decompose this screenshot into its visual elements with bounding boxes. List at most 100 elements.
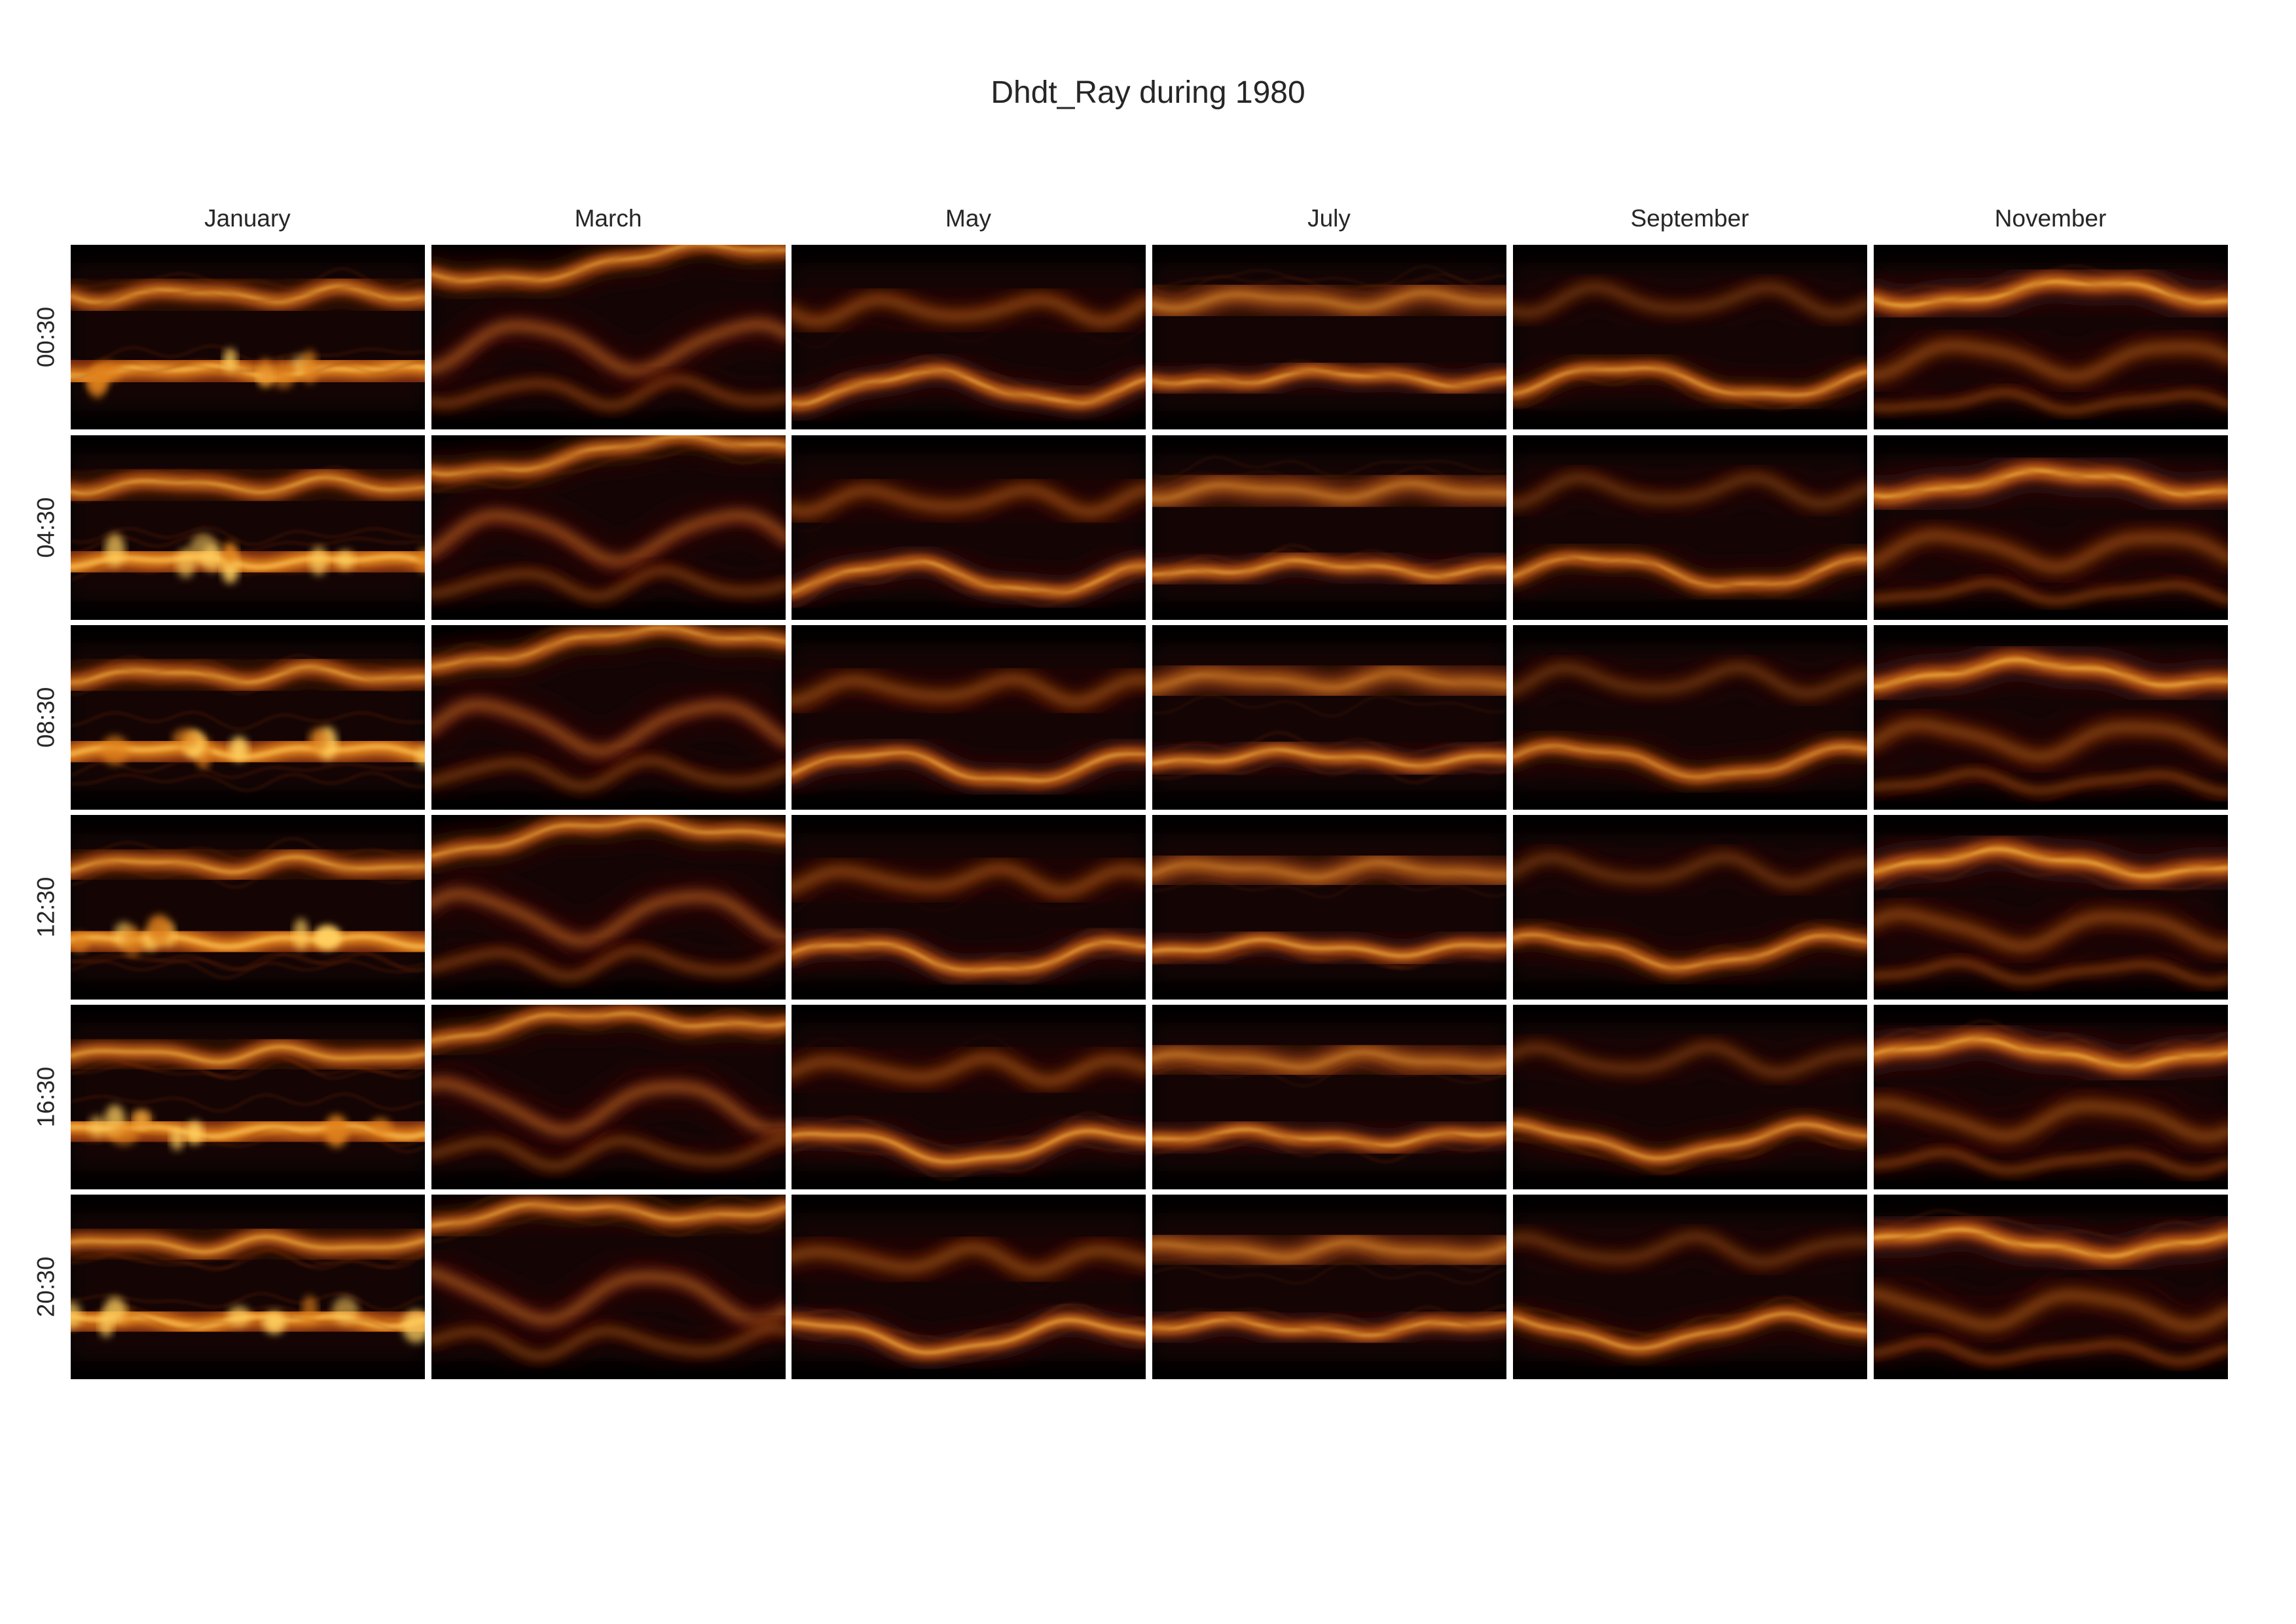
filament-wisp: [1152, 668, 1506, 691]
column-label-january: January: [204, 205, 291, 232]
heatmap-panel-november-0430: [1874, 435, 2228, 620]
filament-wisp: [1874, 668, 2228, 701]
hotspot-blob: [122, 926, 143, 957]
filament-wisp: [792, 1302, 1146, 1341]
heatmap-image: [1152, 815, 1506, 1000]
filament-wisp: [431, 247, 786, 292]
filament-wisp: [1152, 366, 1506, 388]
heatmap-image: [431, 815, 786, 1000]
filament-wisp: [431, 1123, 786, 1155]
filament-wisp: [1513, 282, 1867, 316]
heatmap-panel-november-0030: [1874, 245, 2228, 429]
filament-wisp: [431, 1280, 786, 1334]
filament-wisp: [1874, 577, 2228, 604]
filament-wisp: [71, 482, 425, 503]
filament-wisp: [431, 893, 786, 941]
filament-wisp: [431, 447, 786, 492]
filament-wisp: [1152, 1064, 1506, 1087]
filament-wisp: [1874, 920, 2228, 963]
filament-wisp: [792, 568, 1146, 608]
filament-wisp: [1152, 695, 1506, 717]
filament-wisp: [71, 1053, 425, 1077]
heatmap-panel-november-1230: [1874, 815, 2228, 1000]
filament-wisp: [1874, 378, 2228, 404]
filament-wisp: [792, 368, 1146, 407]
filament-wisp: [1874, 839, 2228, 873]
filament-wisp: [431, 1019, 786, 1056]
filament-wisp: [1513, 930, 1867, 971]
filament-wisp: [1513, 359, 1867, 394]
heatmap-image: [1152, 1005, 1506, 1189]
filament-wisp: [1152, 1139, 1506, 1163]
filament-wisp: [1874, 1231, 2228, 1263]
filament-wisp: [1513, 939, 1867, 980]
jet-band-layer: [431, 1135, 786, 1170]
heatmap-panel-july-0830: [1152, 625, 1506, 810]
filament-wisp: [1513, 842, 1867, 873]
filament-wisp: [1152, 945, 1506, 970]
column-label-may: May: [945, 205, 991, 232]
filament-wisp: [431, 1259, 786, 1312]
filament-wisp: [1874, 334, 2228, 371]
jet-band-layer: [792, 293, 1146, 328]
heatmap-image: [1513, 435, 1867, 620]
heatmap-image: [1874, 435, 2228, 620]
hotspot-blob: [302, 1295, 318, 1324]
filament-wisp: [71, 362, 425, 381]
row-label-text: 04:30: [32, 497, 59, 558]
filament-wisp: [1152, 759, 1506, 784]
filament-wisp: [1874, 895, 2228, 934]
filament-wisp: [792, 321, 1146, 349]
filament-wisp: [1152, 1131, 1506, 1153]
page-title: Dhdt_Ray during 1980: [991, 75, 1305, 110]
heatmap-panel-january-2030: [71, 1195, 425, 1379]
jet-band-layer: [431, 819, 786, 857]
hotspot-blob: [336, 550, 354, 569]
filament-wisp: [792, 295, 1146, 323]
heatmap-image: [431, 1005, 786, 1189]
filament-wisp: [792, 1034, 1146, 1064]
jet-band-layer: [1152, 290, 1506, 311]
jet-band-layer: [1874, 1287, 2228, 1333]
heatmap-image: [1152, 435, 1506, 620]
filament-wisp: [431, 630, 786, 676]
heatmap-panel-may-2030: [792, 1195, 1146, 1379]
filament-wisp: [1874, 651, 2228, 685]
jet-band-layer: [1874, 469, 2228, 499]
filament-wisp: [792, 755, 1146, 791]
hotspot-blob: [308, 728, 329, 752]
heatmap-image: [1874, 815, 2228, 1000]
filament-wisp: [71, 526, 425, 546]
filament-wisp: [1513, 833, 1867, 867]
jet-band-layer: [431, 946, 786, 981]
heatmap-image: [1152, 625, 1506, 810]
filament-wisp: [1152, 277, 1506, 301]
heatmap-panel-january-0430: [71, 435, 425, 620]
heatmap-image: [71, 1005, 425, 1189]
filament-wisp: [431, 340, 786, 389]
filament-wisp: [431, 823, 786, 868]
filament-wisp: [1152, 1250, 1506, 1272]
filament-wisp: [792, 484, 1146, 515]
heatmap-image: [1513, 625, 1867, 810]
filament-wisp: [1152, 875, 1506, 899]
jet-band-layer: [1513, 933, 1867, 969]
filament-wisp: [1874, 346, 2228, 383]
filament-wisp: [1874, 274, 2228, 303]
filament-wisp: [1874, 958, 2228, 984]
jet-band-layer: [1513, 281, 1867, 319]
filament-wisp: [1513, 560, 1867, 597]
heatmap-panel-september-2030: [1513, 1195, 1867, 1379]
filament-wisp: [1513, 923, 1867, 963]
filament-wisp: [1513, 746, 1867, 785]
filament-wisp: [71, 675, 425, 696]
filament-wisp: [1513, 648, 1867, 680]
filament-wisp: [792, 1053, 1146, 1083]
filament-wisp: [431, 378, 786, 406]
filament-wisp: [1874, 1019, 2228, 1055]
hotspot-blob: [223, 348, 238, 372]
jet-band-layer: [792, 1318, 1146, 1354]
hotspot-blob: [189, 533, 218, 565]
filament-wisp: [1874, 725, 2228, 765]
filament-wisp: [71, 344, 425, 365]
